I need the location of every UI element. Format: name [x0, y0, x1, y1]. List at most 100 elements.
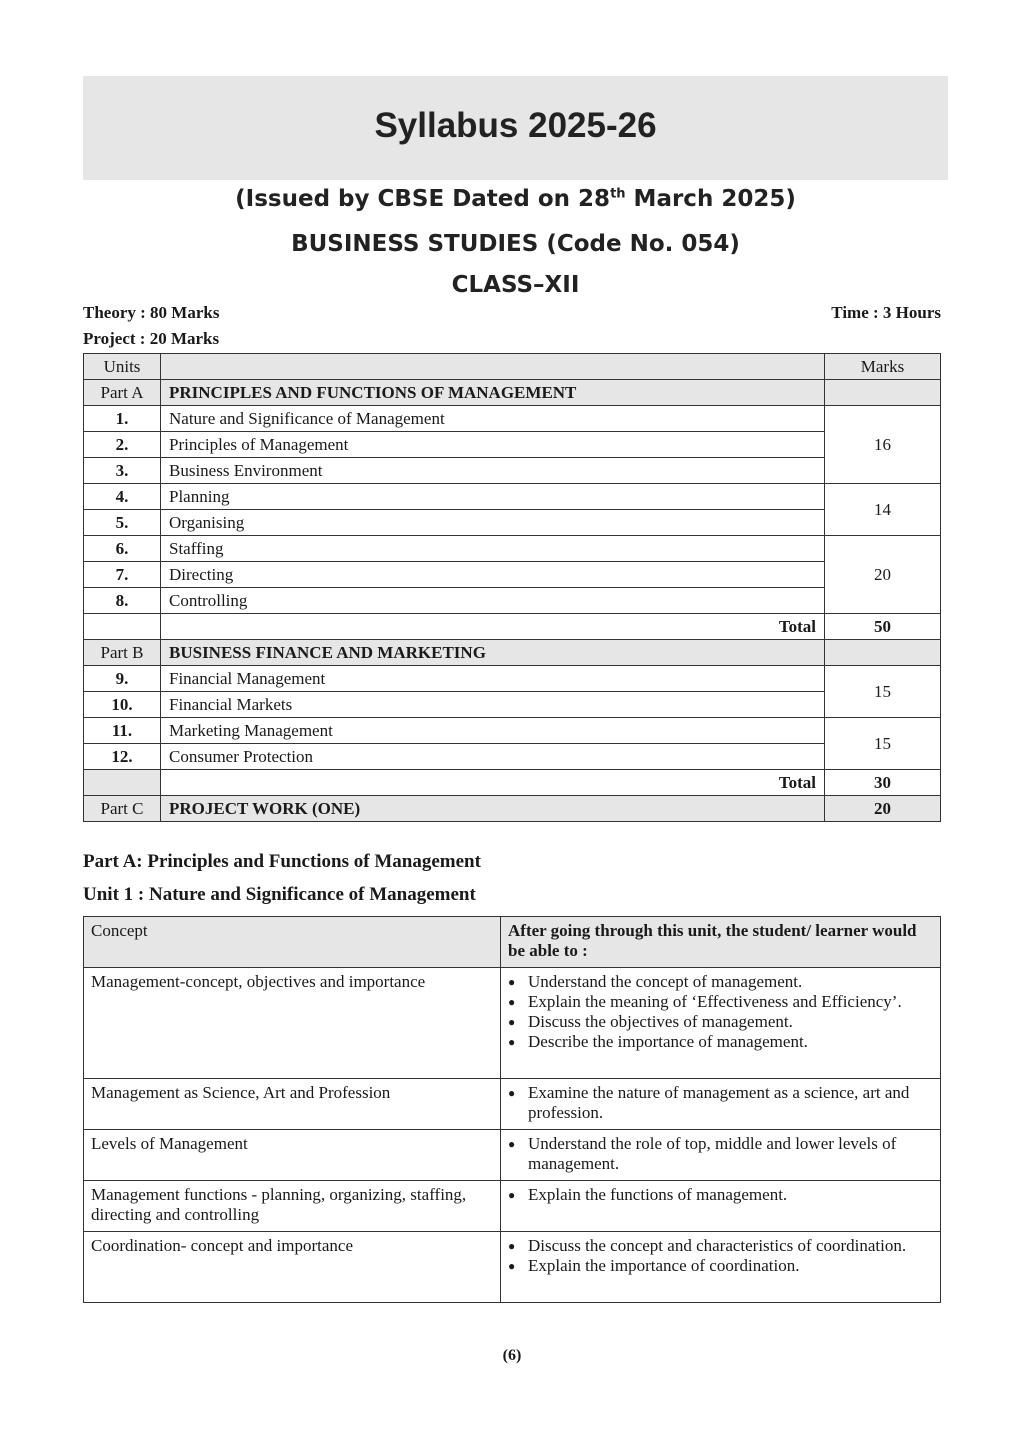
total-row: Total 50: [83, 613, 941, 640]
unit-marks: 16: [824, 405, 941, 484]
class-heading: CLASS–XII: [451, 272, 580, 298]
part-title: PROJECT WORK (ONE): [160, 795, 825, 822]
table-row: Management-concept, objectives and impor…: [83, 967, 941, 1079]
unit-name: Marketing Management: [160, 717, 825, 744]
unit-number: 4.: [83, 483, 161, 510]
table-row: 4. Planning 14: [83, 483, 941, 536]
issued-note: (Issued by CBSE Dated on 28th March 2025…: [83, 186, 948, 212]
unit-number: 11.: [83, 717, 161, 744]
concept-cell: Coordination- concept and importance: [83, 1231, 501, 1303]
unit-marks: 15: [824, 665, 941, 718]
concept-header: Concept: [83, 916, 501, 968]
table-row: 6. Staffing 20: [83, 535, 941, 614]
outcome-item: Describe the importance of management.: [508, 1032, 933, 1052]
concept-cell: Management-concept, objectives and impor…: [83, 967, 501, 1079]
unit-number: 6.: [83, 535, 161, 562]
outcomes-cell: Understand the role of top, middle and l…: [500, 1129, 941, 1181]
outcome-item: Explain the meaning of ‘Effectiveness an…: [508, 992, 933, 1012]
concept-cell: Management functions - planning, organiz…: [83, 1180, 501, 1232]
unit-name: Principles of Management: [160, 431, 825, 458]
unit-marks: 14: [824, 483, 941, 536]
unit-number: 1.: [83, 405, 161, 432]
part-label: Part C: [83, 795, 161, 822]
theory-marks: Theory : 80 Marks: [83, 303, 220, 322]
table-row: 7. Directing: [83, 561, 941, 588]
table-row: Management as Science, Art and Professio…: [83, 1078, 941, 1130]
table-row: 3. Business Environment: [83, 457, 941, 484]
time-duration: Time : 3 Hours: [831, 303, 941, 322]
unit-number: 10.: [83, 691, 161, 718]
part-marks: 20: [824, 795, 941, 822]
unit-name: Financial Markets: [160, 691, 825, 718]
unit-heading: Unit 1 : Nature and Significance of Mana…: [83, 884, 476, 905]
table-row: Levels of Management Understand the role…: [83, 1129, 941, 1181]
total-value: 30: [824, 769, 941, 796]
part-label: Part B: [83, 639, 161, 666]
part-label: Part A: [83, 379, 161, 406]
issued-text: (Issued by CBSE Dated on 28: [235, 186, 611, 212]
outcome-item: Examine the nature of management as a sc…: [508, 1083, 933, 1123]
unit-name: Controlling: [160, 587, 825, 614]
total-label: Total: [160, 613, 825, 640]
part-marks: [824, 379, 941, 406]
part-row: Part C PROJECT WORK (ONE) 20: [83, 795, 941, 822]
unit-number: 3.: [83, 457, 161, 484]
part-title: PRINCIPLES AND FUNCTIONS OF MANAGEMENT: [160, 379, 825, 406]
marks-header: Marks: [824, 353, 941, 380]
unit-name: Planning: [160, 483, 825, 510]
outcomes-cell: Explain the functions of management.: [500, 1180, 941, 1232]
outcomes-cell: Understand the concept of management. Ex…: [500, 967, 941, 1079]
total-row: Total 30: [83, 769, 941, 796]
unit-number: 7.: [83, 561, 161, 588]
table-row: 1. Nature and Significance of Management 1…: [83, 405, 941, 484]
unit-number: 5.: [83, 509, 161, 536]
concept-table: Concept After going through this unit, t…: [83, 916, 941, 1303]
table-header-row: Concept After going through this unit, t…: [83, 916, 941, 968]
unit-marks: 15: [824, 717, 941, 770]
table-header-row: Units Marks: [83, 353, 941, 380]
subject-heading: BUSINESS STUDIES (Code No. 054): [291, 231, 740, 257]
blank-cell: [83, 769, 161, 796]
unit-number: 12.: [83, 743, 161, 770]
table-row: 12. Consumer Protection: [83, 743, 941, 770]
outcome-item: Understand the concept of management.: [508, 972, 933, 992]
outcomes-cell: Discuss the concept and characteristics …: [500, 1231, 941, 1303]
outcome-item: Understand the role of top, middle and l…: [508, 1134, 933, 1174]
unit-number: 8.: [83, 587, 161, 614]
project-marks: Project : 20 Marks: [83, 329, 220, 348]
page-title: Syllabus 2025-26: [374, 106, 657, 145]
table-row: 8. Controlling: [83, 587, 941, 614]
table-row: Management functions - planning, organiz…: [83, 1180, 941, 1232]
total-value: 50: [824, 613, 941, 640]
table-row: 10. Financial Markets: [83, 691, 941, 718]
table-row: 5. Organising: [83, 509, 941, 536]
blank-cell: [83, 613, 161, 640]
part-title: BUSINESS FINANCE AND MARKETING: [160, 639, 825, 666]
unit-name: Nature and Significance of Management: [160, 405, 825, 432]
page-number: (6): [502, 1347, 522, 1364]
table-row: 9. Financial Management 15: [83, 665, 941, 718]
unit-name: Consumer Protection: [160, 743, 825, 770]
title-band: [83, 76, 948, 180]
part-row: Part A PRINCIPLES AND FUNCTIONS OF MANAG…: [83, 379, 941, 406]
unit-number: 2.: [83, 431, 161, 458]
outcomes-header: After going through this unit, the stude…: [500, 916, 941, 968]
unit-name: Business Environment: [160, 457, 825, 484]
concept-cell: Management as Science, Art and Professio…: [83, 1078, 501, 1130]
part-row: Part B BUSINESS FINANCE AND MARKETING: [83, 639, 941, 666]
part-marks: [824, 639, 941, 666]
unit-name: Directing: [160, 561, 825, 588]
blank-header: [160, 353, 825, 380]
table-row: Coordination- concept and importance Dis…: [83, 1231, 941, 1303]
total-label: Total: [160, 769, 825, 796]
outcome-item: Explain the functions of management.: [508, 1185, 933, 1205]
unit-name: Organising: [160, 509, 825, 536]
units-header: Units: [83, 353, 161, 380]
unit-name: Financial Management: [160, 665, 825, 692]
outcome-item: Discuss the concept and characteristics …: [508, 1236, 933, 1256]
table-row: 11. Marketing Management 15: [83, 717, 941, 770]
concept-cell: Levels of Management: [83, 1129, 501, 1181]
table-row: 2. Principles of Management: [83, 431, 941, 458]
unit-marks: 20: [824, 535, 941, 614]
marks-table: Units Marks Part A PRINCIPLES AND FUNCTI…: [83, 353, 941, 822]
